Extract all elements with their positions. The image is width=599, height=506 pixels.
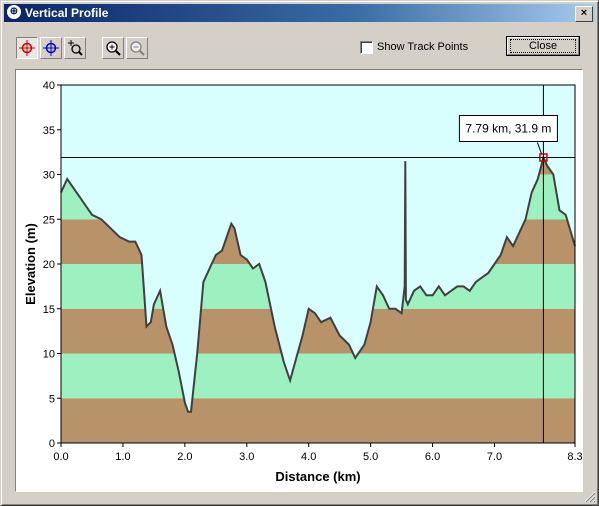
profile-plot-frame: 0 5 10 15 20 25 30 35 40 0.0 1.0 2.0 3.0 4.0 5.0 6.0 7.0… xyxy=(15,69,583,492)
y-tick-label: 20 xyxy=(43,259,55,271)
x-axis-label: Distance (km) xyxy=(275,469,360,484)
crosshair-blue-icon xyxy=(43,40,59,56)
cursor-callout-box xyxy=(458,114,558,142)
y-tick-label: 25 xyxy=(43,214,55,226)
globe-icon: ⊕ xyxy=(7,5,21,19)
x-tick-label: 7.0 xyxy=(487,451,502,463)
cursor-callout-label: 7.79 km, 31.9 m xyxy=(465,121,551,135)
zoom-out-icon xyxy=(130,41,145,56)
crosshair-red-icon xyxy=(19,40,35,56)
zoom-region-button[interactable] xyxy=(64,37,86,59)
x-tick-label: 8.3 xyxy=(567,451,582,463)
y-tick-label: 10 xyxy=(43,349,55,361)
elevation-band xyxy=(61,398,575,443)
x-tick-label: 2.0 xyxy=(177,451,192,463)
x-tick-label: 6.0 xyxy=(425,451,440,463)
y-axis-label: Elevation (m) xyxy=(23,223,38,305)
zoom-in-icon xyxy=(106,41,121,56)
y-tick-label: 5 xyxy=(49,393,55,405)
title-bar[interactable]: ⊕ Vertical Profile × xyxy=(4,4,595,22)
x-tick-label: 4.0 xyxy=(301,451,316,463)
crosshair-red-button[interactable] xyxy=(16,37,38,59)
zoom-region-icon xyxy=(68,40,83,56)
x-tick-label: 0.0 xyxy=(53,451,68,463)
elevation-band xyxy=(61,353,575,399)
close-button[interactable]: Close xyxy=(506,36,580,56)
cursor-marker-icon xyxy=(539,153,548,162)
close-button-label: Close xyxy=(510,39,576,53)
window-title: Vertical Profile xyxy=(25,6,109,20)
window-close-button[interactable]: × xyxy=(575,6,593,22)
elevation-line xyxy=(60,154,576,413)
zoom-out-button[interactable] xyxy=(126,37,148,59)
resize-grip-icon[interactable] xyxy=(584,491,596,503)
y-tick-label: 35 xyxy=(43,125,55,137)
elevation-profile-chart[interactable]: 0 5 10 15 20 25 30 35 40 0.0 1.0 2.0 3.0 4.0 5.0 6.0 7.0… xyxy=(16,70,583,491)
y-tick-label: 15 xyxy=(43,304,55,316)
y-tick-label: 30 xyxy=(43,170,55,182)
crosshair-blue-button[interactable] xyxy=(40,37,62,59)
show-track-points-label: Show Track Points xyxy=(377,41,469,53)
show-track-points-checkbox[interactable] xyxy=(360,41,373,54)
x-tick-label: 5.0 xyxy=(363,451,378,463)
zoom-in-button[interactable] xyxy=(102,37,124,59)
x-tick-label: 3.0 xyxy=(239,451,254,463)
y-tick-label: 40 xyxy=(43,80,55,92)
cursor-callout-pointer xyxy=(536,142,542,154)
x-tick-label: 1.0 xyxy=(115,451,130,463)
y-tick-label: 0 xyxy=(49,438,55,450)
